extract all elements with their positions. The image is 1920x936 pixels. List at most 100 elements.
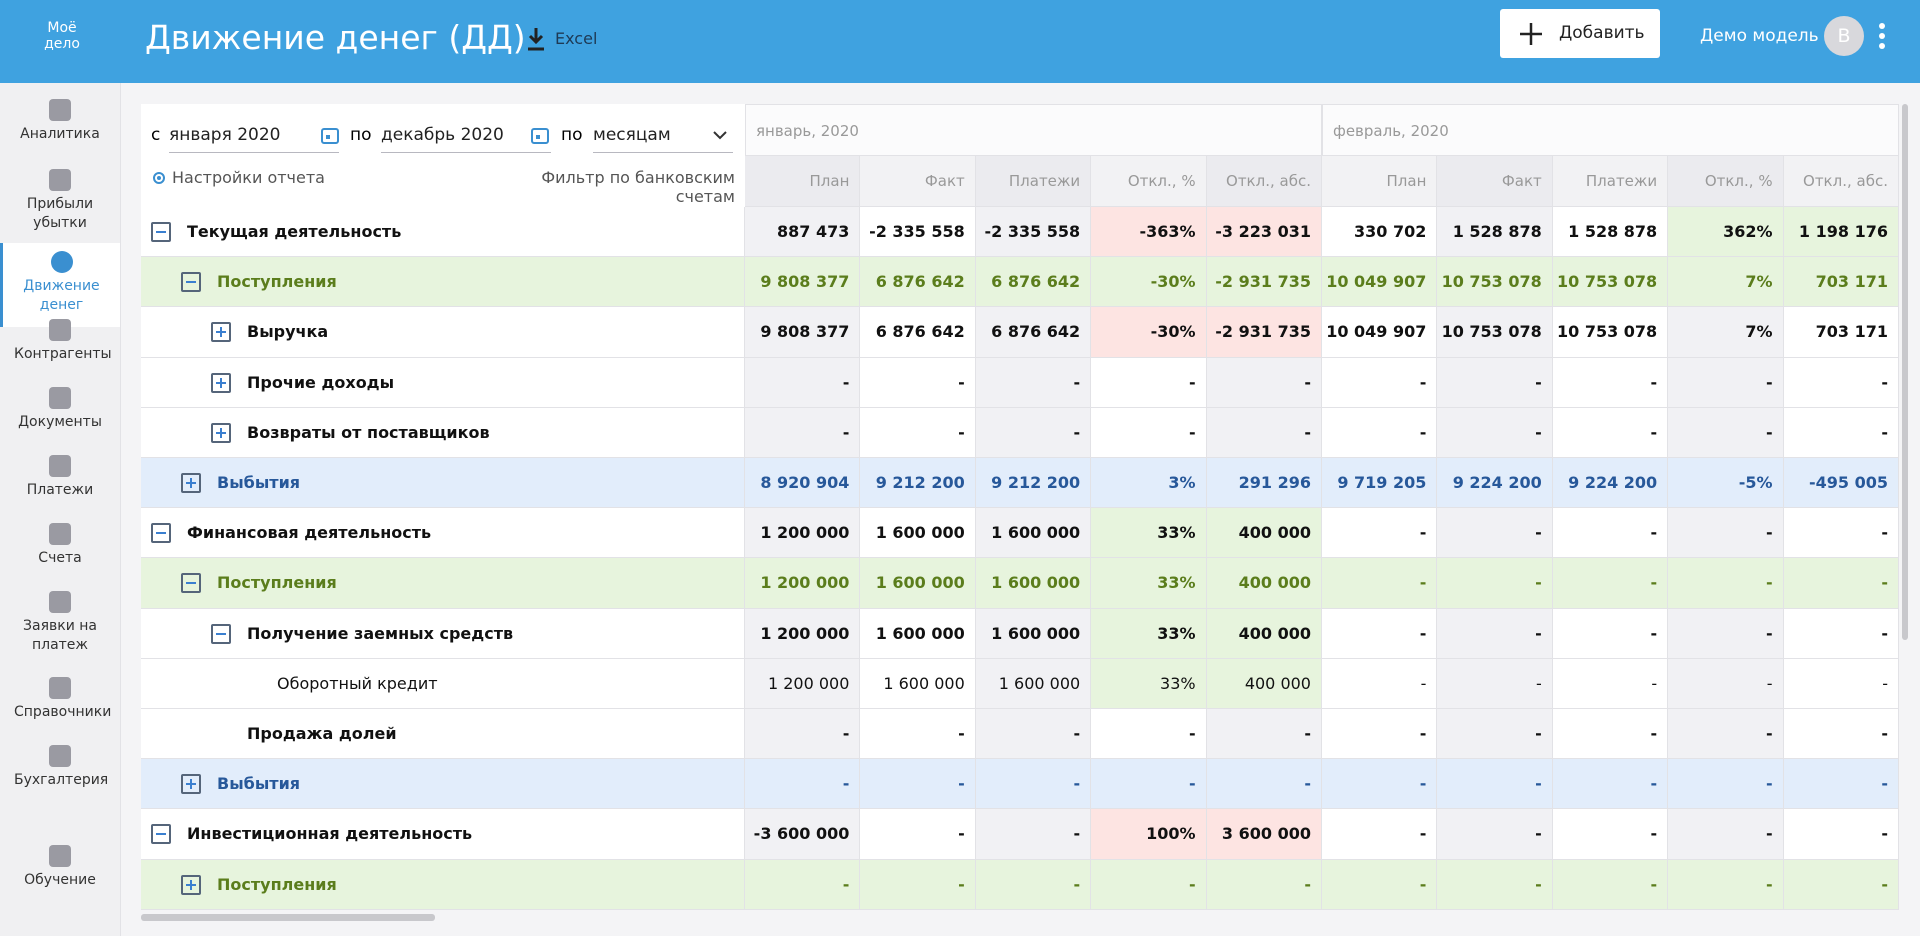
row-label: Текущая деятельность	[187, 222, 401, 241]
value-cell: -	[1553, 358, 1668, 408]
expand-toggle[interactable]	[211, 373, 231, 393]
excel-link[interactable]: Excel	[555, 29, 597, 48]
value-cell: 10 753 078	[1553, 257, 1668, 307]
column-header: План	[745, 156, 860, 207]
value-cell: 8 920 904	[745, 458, 860, 508]
value-cell: 703 171	[1784, 307, 1899, 357]
row-label: Возвраты от поставщиков	[247, 423, 490, 442]
to-date[interactable]: декабрь 2020	[381, 118, 551, 153]
value-cell: 3%	[1091, 458, 1206, 508]
value-cell: -	[1437, 508, 1552, 558]
value-cell: 1 528 878	[1553, 207, 1668, 257]
nav-icon	[51, 251, 73, 273]
value-cell: -	[1322, 609, 1437, 659]
column-header: Откл., абс.	[1784, 156, 1899, 207]
value-cell: 400 000	[1207, 508, 1322, 558]
value-cell: -	[1322, 408, 1437, 458]
nav-item[interactable]: Обучение	[0, 837, 120, 903]
from-date[interactable]: января 2020	[169, 118, 339, 153]
nav-label: Аналитика	[0, 125, 120, 144]
value-cell: -2 931 735	[1207, 307, 1322, 357]
nav-item[interactable]: Контрагенты	[0, 311, 120, 377]
expand-toggle[interactable]	[181, 272, 201, 292]
value-cell: -	[1322, 358, 1437, 408]
nav-icon	[49, 169, 71, 191]
download-icon[interactable]	[525, 26, 547, 52]
value-cell: -	[1553, 759, 1668, 809]
nav-item[interactable]: Платежи	[0, 447, 120, 513]
value-cell: -	[1553, 809, 1668, 859]
nav-icon	[49, 319, 71, 341]
value-cell: 400 000	[1207, 609, 1322, 659]
by-label: по	[561, 118, 583, 152]
row-label: Поступления	[217, 875, 337, 894]
scrollbar[interactable]	[141, 914, 435, 921]
menu-dots[interactable]	[1878, 22, 1886, 52]
value-cell: -	[1784, 659, 1899, 709]
v-scrollbar[interactable]	[1902, 104, 1908, 640]
value-cell: -	[976, 860, 1091, 910]
expand-toggle[interactable]	[151, 523, 171, 543]
page-title: Движение денег (ДД)	[145, 18, 526, 57]
row-label: Выручка	[247, 322, 328, 341]
row-label: Выбытия	[217, 774, 300, 793]
expand-toggle[interactable]	[211, 423, 231, 443]
expand-toggle[interactable]	[181, 473, 201, 493]
nav-label: Бухгалтерия	[0, 771, 120, 790]
expand-toggle[interactable]	[181, 573, 201, 593]
value-cell: -	[1437, 659, 1552, 709]
calendar-icon[interactable]	[531, 126, 549, 144]
value-cell: 7%	[1668, 307, 1783, 357]
nav-item[interactable]: Счета	[0, 515, 120, 581]
value-cell: 1 600 000	[976, 609, 1091, 659]
value-cell: 1 600 000	[860, 558, 975, 608]
value-cell: -	[860, 809, 975, 859]
nav-label: Прибыли убытки	[0, 195, 120, 233]
to-label: по	[350, 118, 372, 152]
value-cell: 1 600 000	[860, 508, 975, 558]
nav-item[interactable]: Документы	[0, 379, 120, 445]
row-label: Инвестиционная деятельность	[187, 824, 472, 843]
value-cell: -3 600 000	[745, 809, 860, 859]
calendar-icon[interactable]	[321, 126, 339, 144]
avatar[interactable]: В	[1824, 16, 1864, 56]
value-cell: 1 600 000	[860, 659, 975, 709]
report-settings[interactable]: Настройки отчета	[172, 168, 325, 187]
gear-icon[interactable]	[151, 170, 167, 186]
expand-toggle[interactable]	[211, 624, 231, 644]
expand-toggle[interactable]	[181, 875, 201, 895]
value-cell: 362%	[1668, 207, 1783, 257]
value-cell: -	[1784, 709, 1899, 759]
value-cell: 1 600 000	[976, 558, 1091, 608]
sidebar: АналитикаПрибыли убыткиДвижение денегКон…	[0, 83, 121, 936]
bank-filter[interactable]: Фильтр по банковским счетам	[483, 168, 735, 206]
month-header: январь, 2020	[745, 104, 1322, 156]
nav-icon	[49, 455, 71, 477]
column-header: Платежи	[1553, 156, 1668, 207]
logo[interactable]: Моё дело	[40, 20, 84, 52]
expand-toggle[interactable]	[151, 222, 171, 242]
value-cell: 10 753 078	[1437, 307, 1552, 357]
expand-toggle[interactable]	[151, 824, 171, 844]
user-name[interactable]: Демо модель	[1700, 26, 1819, 46]
period-select[interactable]: месяцам	[593, 118, 733, 153]
value-cell: -	[860, 408, 975, 458]
nav-item[interactable]: Заявки на платеж	[0, 583, 120, 667]
value-cell: 400 000	[1207, 558, 1322, 608]
nav-item[interactable]: Бухгалтерия	[0, 737, 120, 803]
nav-item[interactable]: Аналитика	[0, 91, 120, 157]
value-cell: -	[1668, 809, 1783, 859]
add-button[interactable]: Добавить	[1500, 9, 1660, 58]
nav-item[interactable]: Справочники	[0, 669, 120, 735]
value-cell: 3 600 000	[1207, 809, 1322, 859]
value-cell: -5%	[1668, 458, 1783, 508]
expand-toggle[interactable]	[181, 774, 201, 794]
nav-label: Заявки на платеж	[0, 617, 120, 655]
expand-toggle[interactable]	[211, 322, 231, 342]
value-cell: -	[1784, 558, 1899, 608]
row-label: Поступления	[217, 272, 337, 291]
value-cell: 291 296	[1207, 458, 1322, 508]
nav-label: Контрагенты	[0, 345, 120, 364]
nav-item[interactable]: Прибыли убытки	[0, 161, 120, 245]
value-cell: -	[1668, 659, 1783, 709]
